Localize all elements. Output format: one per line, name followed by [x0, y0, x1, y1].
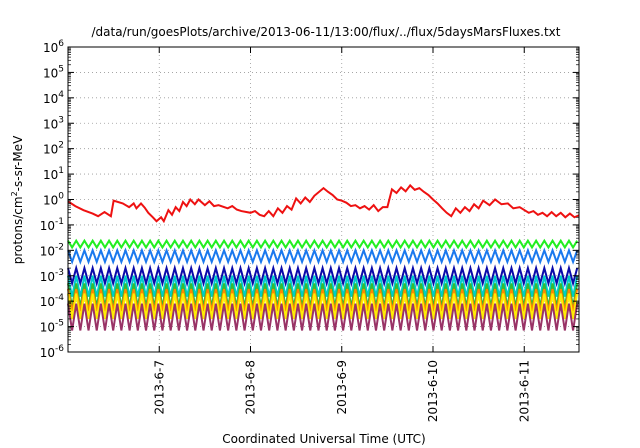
- x-tick-label: 2013-6-9: [335, 360, 349, 414]
- y-tick-label: 105: [43, 64, 64, 80]
- series-line-4: [67, 264, 579, 288]
- x-tick-label: 2013-6-8: [244, 360, 258, 414]
- y-tick-label: 104: [43, 90, 64, 106]
- y-axis-label: protons/cm2-s-sr-MeV: [10, 135, 25, 264]
- y-tick-label-base: 10: [43, 168, 58, 182]
- y-tick-label-base: 10: [40, 295, 55, 309]
- y-axis-label-base: protons/cm: [11, 196, 25, 264]
- y-tick-label-exp: 5: [58, 64, 64, 74]
- y-tick-label: 10-4: [40, 293, 65, 309]
- y-tick-label-exp: 3: [58, 115, 64, 125]
- y-tick-label: 100: [43, 192, 64, 208]
- chart-title: /data/run/goesPlots/archive/2013-06-11/1…: [92, 25, 561, 39]
- y-tick-label-exp: 4: [58, 90, 64, 100]
- y-tick-label-base: 10: [43, 194, 58, 208]
- x-tick-label: 2013-6-11: [517, 360, 531, 422]
- y-tick-label-base: 10: [40, 219, 55, 233]
- series-line-8: [67, 293, 579, 320]
- series-line-7: [67, 288, 579, 312]
- y-tick-label-base: 10: [40, 244, 55, 258]
- y-tick-label: 103: [43, 115, 64, 131]
- x-axis-ticks: 2013-6-7 2013-6-8 2013-6-9 2013-6-10 2013-6-…: [67, 47, 531, 422]
- x-axis-label: Coordinated Universal Time (UTC): [222, 432, 425, 446]
- y-tick-label: 101: [43, 166, 64, 182]
- y-tick-label-base: 10: [40, 270, 55, 284]
- series-line-3: [67, 247, 579, 265]
- y-tick-label-exp: -1: [55, 217, 64, 227]
- y-tick-label-base: 10: [43, 41, 58, 55]
- y-tick-label-exp: 0: [58, 192, 64, 202]
- y-tick-label: 10-5: [40, 319, 64, 335]
- y-tick-label-exp: 6: [58, 39, 64, 49]
- y-axis-label-sup: 2: [10, 191, 19, 196]
- x-tick-label: 2013-6-7: [152, 360, 166, 414]
- y-tick-label-base: 10: [43, 143, 58, 157]
- y-tick-label: 10-6: [40, 344, 65, 360]
- series-line-2: [67, 238, 579, 250]
- series-line-5: [67, 275, 579, 297]
- y-tick-label-exp: -2: [55, 242, 64, 252]
- y-tick-label-base: 10: [43, 92, 58, 106]
- y-axis-ticks: 10-610-510-410-310-210-11001011021031041…: [40, 39, 579, 360]
- series-line-9: [67, 303, 579, 331]
- y-tick-label: 102: [43, 141, 64, 157]
- y-tick-label-base: 10: [43, 117, 58, 131]
- y-tick-label-exp: 2: [58, 141, 64, 151]
- y-tick-label-exp: 1: [58, 166, 64, 176]
- y-axis-label-rest: -s-sr-MeV: [11, 135, 25, 191]
- series-line-1: [67, 183, 580, 224]
- y-tick-label-exp: -3: [55, 268, 64, 278]
- y-tick-label: 10-2: [40, 242, 64, 258]
- y-tick-label: 10-3: [40, 268, 64, 284]
- y-tick-label-base: 10: [40, 346, 55, 360]
- y-tick-label: 106: [43, 39, 64, 55]
- y-tick-label: 10-1: [40, 217, 64, 233]
- y-tick-label-exp: -6: [55, 344, 64, 354]
- y-tick-label-base: 10: [43, 66, 58, 80]
- x-tick-label: 2013-6-10: [426, 360, 440, 422]
- series-layer: [67, 183, 580, 331]
- y-tick-label-base: 10: [40, 321, 55, 335]
- y-tick-label-exp: -4: [55, 293, 64, 303]
- y-tick-label-exp: -5: [55, 319, 64, 329]
